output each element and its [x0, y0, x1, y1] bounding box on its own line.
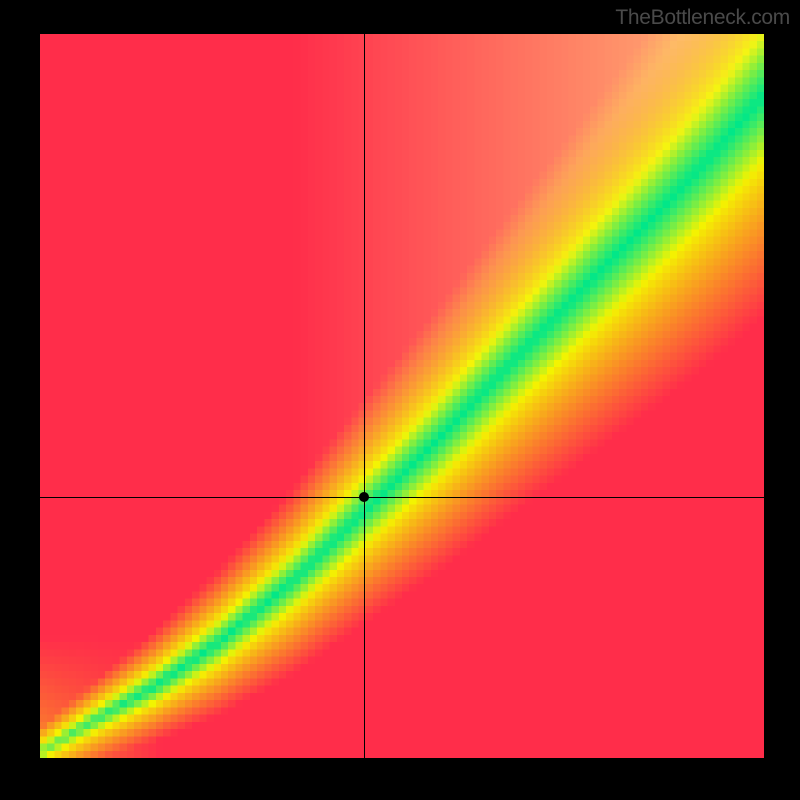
plot-area — [40, 34, 764, 758]
crosshair-marker — [359, 492, 369, 502]
site-watermark: TheBottleneck.com — [615, 6, 790, 30]
heatmap-canvas — [40, 34, 764, 758]
crosshair-vertical — [364, 34, 365, 758]
crosshair-horizontal — [40, 497, 764, 498]
